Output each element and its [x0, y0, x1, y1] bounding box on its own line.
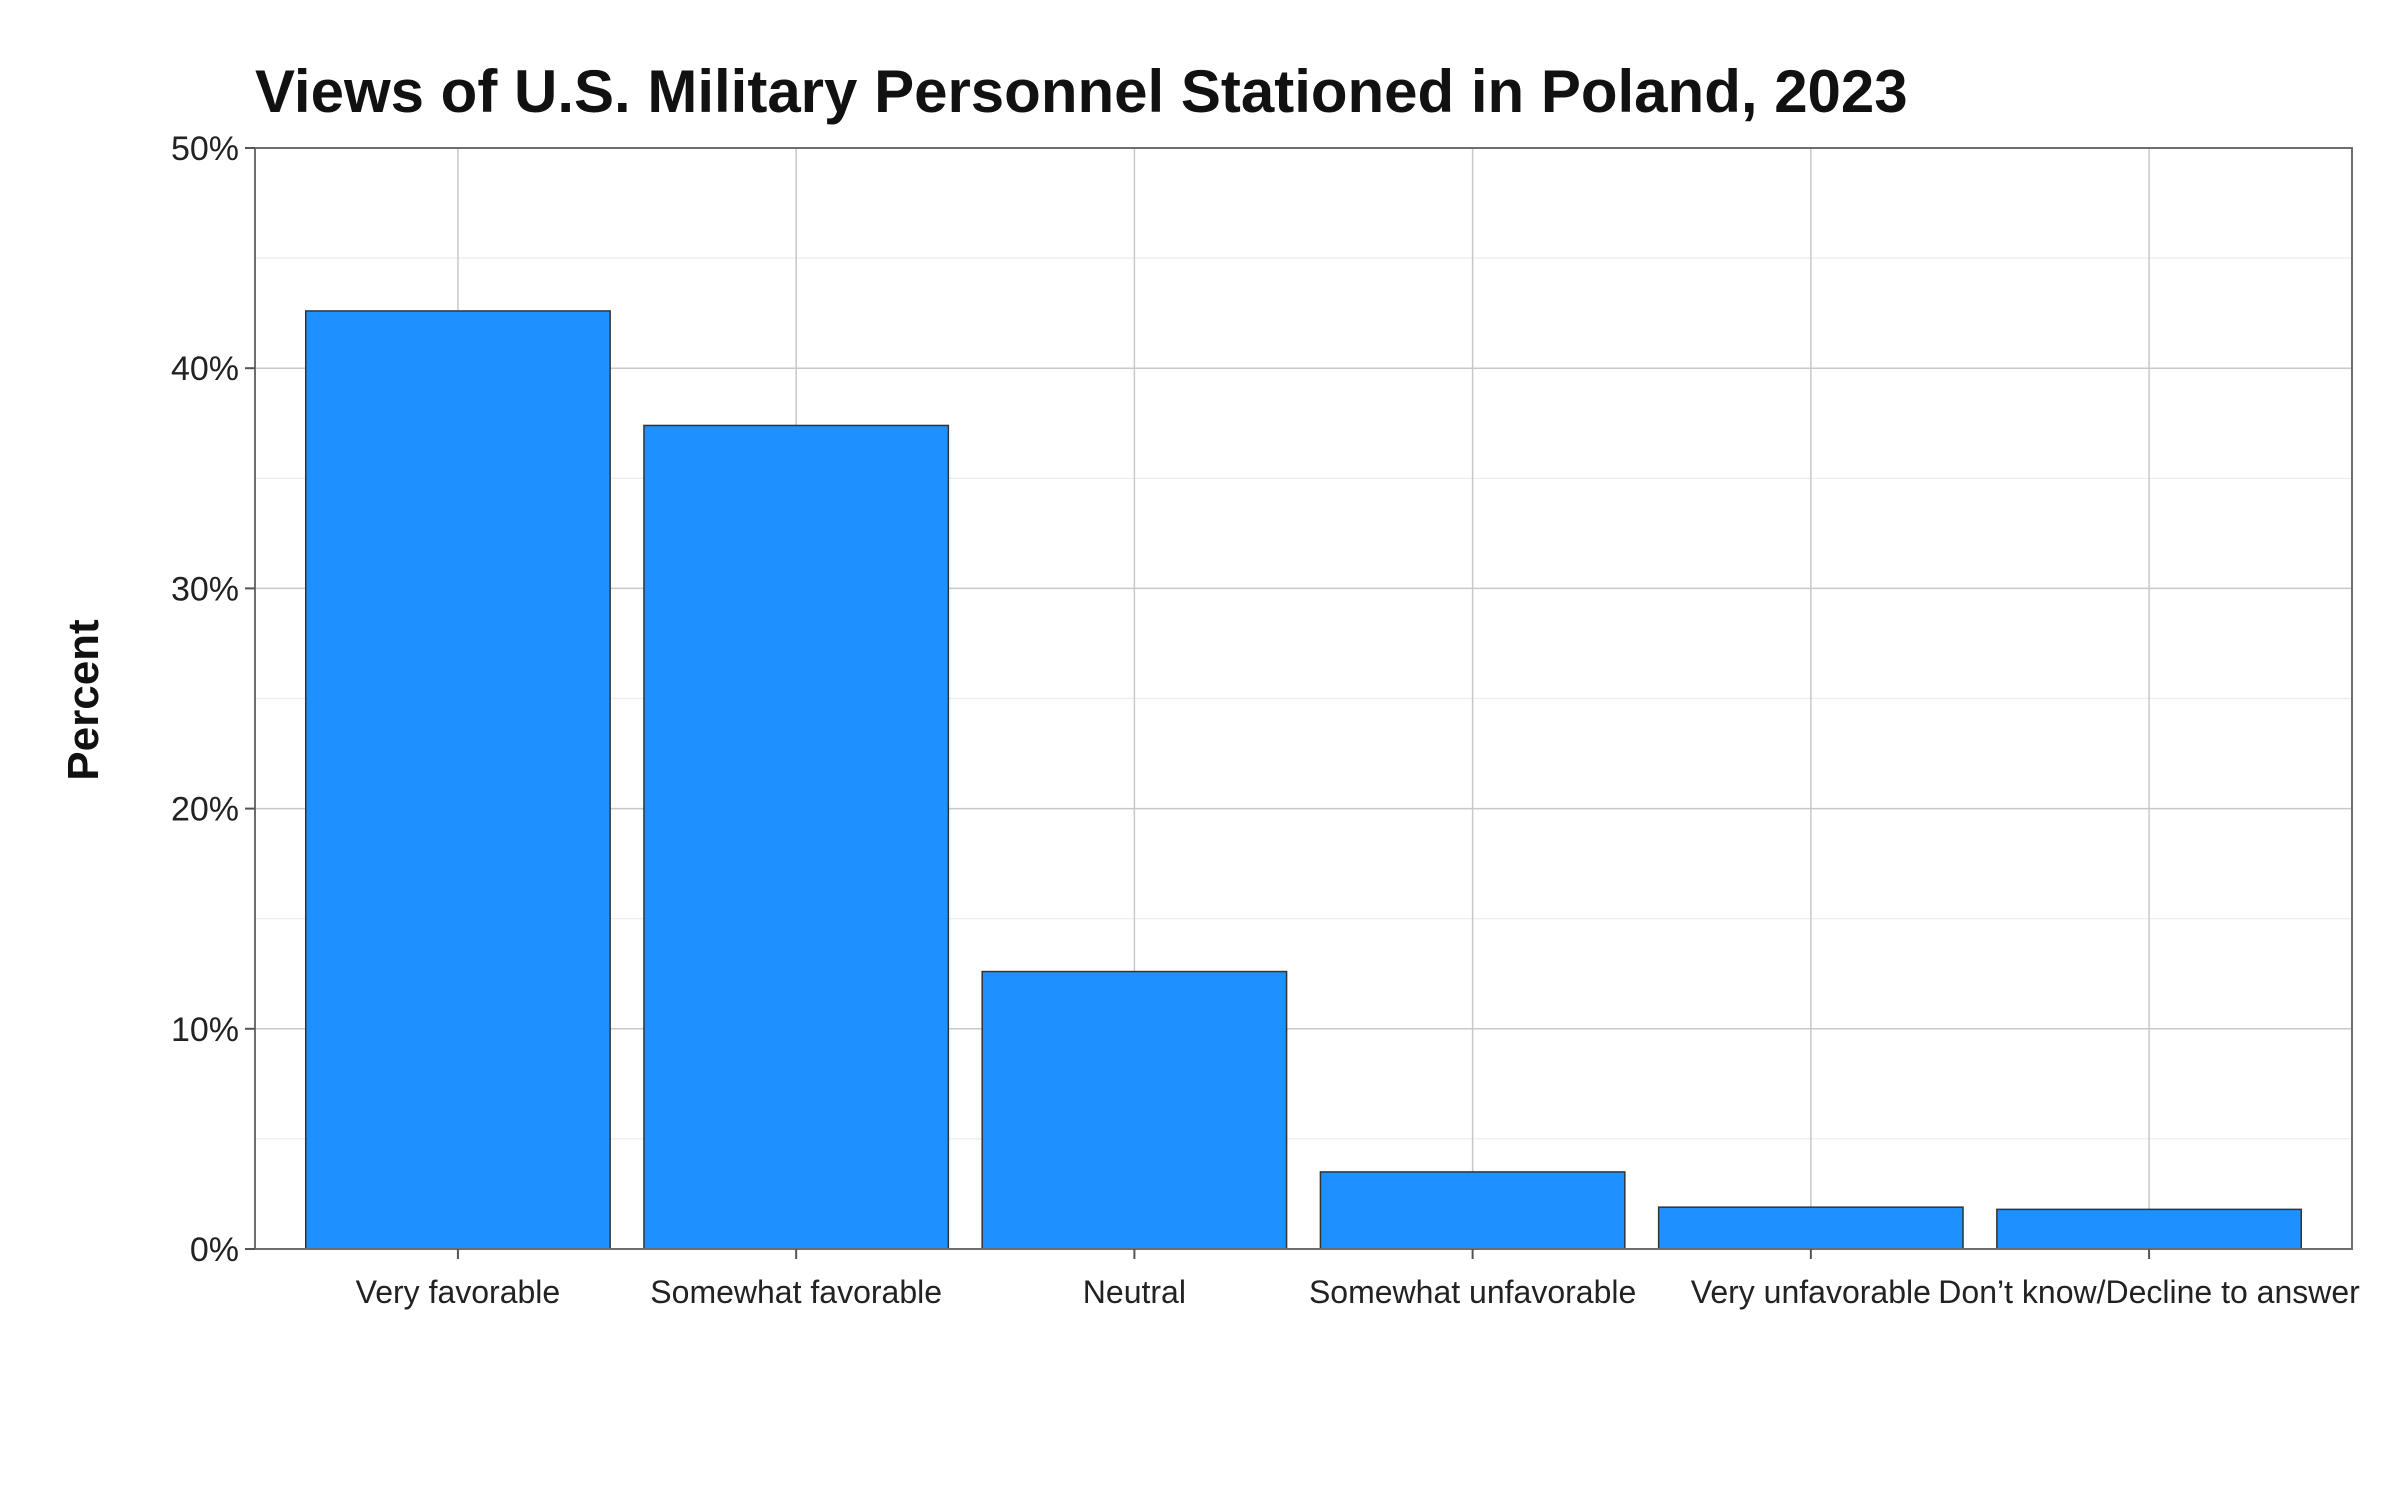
y-tick-label: 10% — [171, 1011, 239, 1049]
bar-very-favorable — [304, 310, 611, 1250]
bar-somewhat-favorable — [643, 424, 950, 1250]
bars — [304, 310, 2303, 1250]
plot-area-frame — [254, 147, 2353, 1250]
x-tick-label: Very unfavorable — [1691, 1274, 1931, 1310]
y-tick-label: 20% — [171, 791, 239, 829]
y-axis-ticks: 0% 10% 20% 30% 40% 50% — [171, 130, 255, 1269]
y-tick-label: 0% — [190, 1231, 239, 1269]
x-tick-label: Somewhat favorable — [650, 1274, 942, 1310]
y-tick-label: 30% — [171, 570, 239, 608]
bar-neutral — [981, 970, 1288, 1250]
bar-very-unfavorable — [1657, 1206, 1964, 1250]
y-tick-label: 50% — [171, 130, 239, 168]
x-axis-categories: Very favorable Somewhat favorable Neutral S… — [356, 1249, 2360, 1310]
x-tick-label: Neutral — [1083, 1274, 1186, 1310]
y-tick-label: 40% — [171, 350, 239, 388]
bar-don-t-know-decline-to-answer — [1996, 1208, 2303, 1250]
x-tick-label: Very favorable — [356, 1274, 561, 1310]
bar-somewhat-unfavorable — [1319, 1171, 1626, 1250]
x-tick-label: Somewhat unfavorable — [1309, 1274, 1636, 1310]
chart-title: Views of U.S. Military Personnel Station… — [255, 58, 1908, 125]
x-tick-label: Don’t know/Decline to answer — [1938, 1274, 2360, 1310]
y-axis-label: Percent — [59, 619, 108, 781]
